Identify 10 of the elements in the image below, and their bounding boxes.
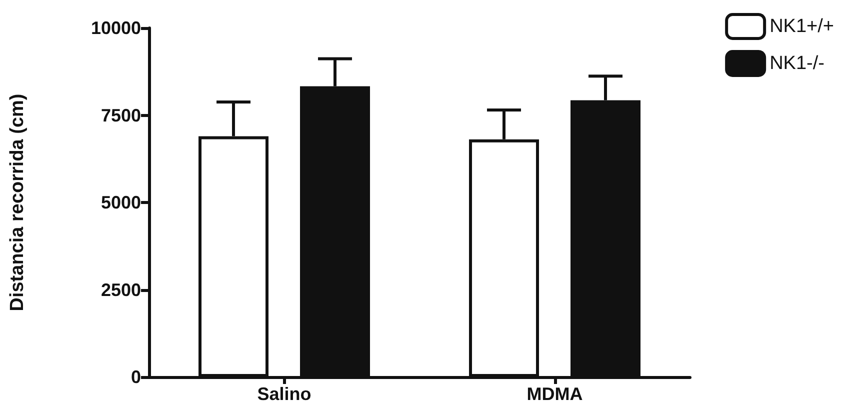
- y-axis-title: Distancia recorrida (cm): [7, 94, 28, 312]
- y-tick-label: 0: [130, 367, 141, 387]
- y-tick-label: 2500: [100, 280, 141, 300]
- x-tick-label: Salino: [257, 384, 312, 404]
- y-tick-label: 7500: [100, 105, 141, 126]
- y-tick-label: 5000: [100, 192, 141, 212]
- x-tick-label: MDMA: [526, 384, 583, 404]
- legend-label: NK1-/-: [770, 53, 824, 74]
- y-tick-label: 10000: [90, 18, 141, 38]
- legend-label: NK1+/+: [770, 16, 834, 37]
